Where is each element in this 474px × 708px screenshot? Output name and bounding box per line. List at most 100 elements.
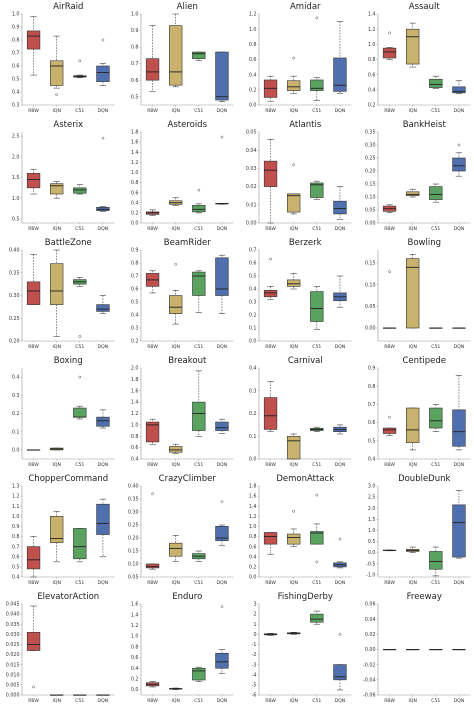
y-tick-label: 0.5 (12, 564, 20, 570)
box-dqn (214, 418, 229, 434)
y-tick-label: 0.4 (12, 90, 20, 96)
x-tick-label: DQN (453, 344, 464, 350)
y-tick-label: 1.6 (249, 494, 257, 500)
y-tick-label: 0.020 (6, 652, 20, 658)
outlier-point (269, 257, 272, 261)
box-body (96, 416, 110, 427)
outlier-point (338, 537, 342, 541)
box-body (428, 78, 442, 88)
x-tick-label: DQN (453, 226, 464, 232)
x-tick-label: DQN (335, 580, 346, 586)
y-tick-label: 0.8 (130, 644, 138, 650)
x-tick-label: C51 (194, 580, 203, 586)
y-tick-label: 0.6 (249, 57, 257, 63)
x-tick-label: IQN (52, 580, 60, 586)
y-tick-label: 0.0 (249, 457, 257, 463)
box-iqn (287, 163, 301, 215)
y-tick-label: 1.0 (130, 170, 138, 176)
x-tick-label: C51 (431, 580, 440, 586)
outlier-point (78, 335, 82, 338)
x-tick-label: C51 (75, 580, 84, 586)
box-body (333, 57, 347, 92)
chart-panel-battlezone: BattleZone 0.20 0.25 0.30 0.35 0.40 RBW IQN C51 D… (9, 238, 115, 350)
box-body (310, 182, 324, 198)
x-tick-label: DQN (98, 344, 109, 350)
outlier-point (315, 493, 319, 497)
x-tick-label: IQN (408, 462, 416, 468)
y-tick-label: 1.4 (130, 400, 138, 406)
chart-panel-beamrider: BeamRider 0.2 0.3 0.4 0.5 0.6 0.7 0.8 0.9 RBW IQN C… (130, 238, 233, 350)
x-tick-label: DQN (216, 462, 227, 468)
box-body (191, 271, 205, 296)
outlier-point (387, 415, 391, 419)
box-body (26, 30, 41, 50)
y-tick-label: 1.0 (249, 27, 257, 33)
box-iqn (50, 249, 64, 337)
outlier-point (457, 143, 460, 147)
y-tick-label: 0.4 (249, 366, 257, 372)
y-tick-label: -6 (252, 693, 257, 699)
y-tick-label: 0.35 (127, 497, 138, 503)
y-tick-label: -1 (252, 642, 257, 648)
y-tick-label: 0.6 (12, 64, 20, 70)
box-body (214, 51, 229, 101)
y-tick-label: 0.8 (367, 384, 375, 390)
y-tick-label: 0.010 (6, 672, 20, 678)
y-tick-label: 3.0 (367, 484, 375, 490)
y-tick-label: 0.30 (364, 143, 375, 149)
x-tick-label: C51 (312, 344, 321, 350)
y-tick-label: 0.1 (249, 434, 257, 440)
y-tick-label: 0.045 (6, 602, 20, 608)
y-tick-label: 0.4 (367, 457, 375, 463)
y-tick-label: 0.5 (249, 274, 257, 280)
chart-title: Asteroids (167, 120, 207, 130)
x-tick-label: C51 (75, 108, 84, 114)
box-body (168, 542, 182, 557)
y-tick-label: 0.03 (246, 166, 257, 172)
chart-title: Bowling (407, 238, 441, 248)
y-tick-label: 0.0 (12, 448, 20, 454)
box-body (168, 295, 182, 315)
y-tick-label: 1.4 (249, 504, 257, 510)
y-tick-label: 0.6 (367, 72, 375, 78)
x-tick-label: C51 (312, 108, 321, 114)
box-rbw (263, 633, 278, 636)
box-rbw (263, 257, 278, 300)
box-body (287, 533, 301, 545)
y-tick-label: 1.2 (249, 514, 257, 520)
x-tick-label: RBW (384, 580, 395, 586)
box-body (26, 632, 41, 651)
y-tick-label: 2 (253, 612, 256, 618)
box-dqn (214, 500, 229, 547)
y-tick-label: 0.7 (130, 61, 138, 67)
y-tick-label: 0.0 (130, 687, 138, 693)
y-tick-label: 0.15 (127, 549, 138, 555)
box-body (263, 289, 278, 298)
chart-panel-doubledunk: DoubleDunk -1.0 -0.5 0.0 0.5 1.0 1.5 2.0 2.5 3.0 R… (366, 474, 470, 586)
chart-title: Centipede (402, 356, 446, 366)
y-tick-label: 0.30 (127, 510, 138, 516)
box-body (263, 532, 278, 545)
y-tick-label: 0.10 (127, 562, 138, 568)
box-body (26, 173, 41, 189)
box-iqn (287, 56, 301, 94)
x-tick-label: IQN (52, 344, 60, 350)
x-tick-label: IQN (408, 698, 416, 704)
chart-panel-centipede: Centipede 0.4 0.5 0.6 0.7 0.8 0.9 RBW IQN C51 DQN (367, 356, 470, 468)
y-tick-label: 2.0 (12, 154, 20, 160)
box-c51 (73, 276, 87, 338)
box-dqn (96, 409, 110, 429)
y-tick-label: 0.02 (364, 632, 375, 638)
box-body (50, 183, 64, 195)
box-dqn (333, 424, 347, 435)
y-tick-label: 0.05 (364, 208, 375, 214)
box-c51 (73, 184, 87, 195)
box-body (191, 667, 205, 681)
y-tick-label: 0.8 (249, 42, 257, 48)
box-body (405, 258, 419, 329)
chart-panel-breakout: Breakout 0.4 0.6 0.8 1.0 1.2 1.4 1.6 1.8 2.0 RBW IQ… (130, 356, 233, 468)
y-tick-label: 1.0 (367, 528, 375, 534)
box-rbw (145, 25, 159, 93)
chart-panel-atlantis: Atlantis 0.00 0.01 0.02 0.03 0.04 0.05 RBW IQN C5… (246, 120, 352, 232)
x-tick-label: IQN (289, 108, 297, 114)
